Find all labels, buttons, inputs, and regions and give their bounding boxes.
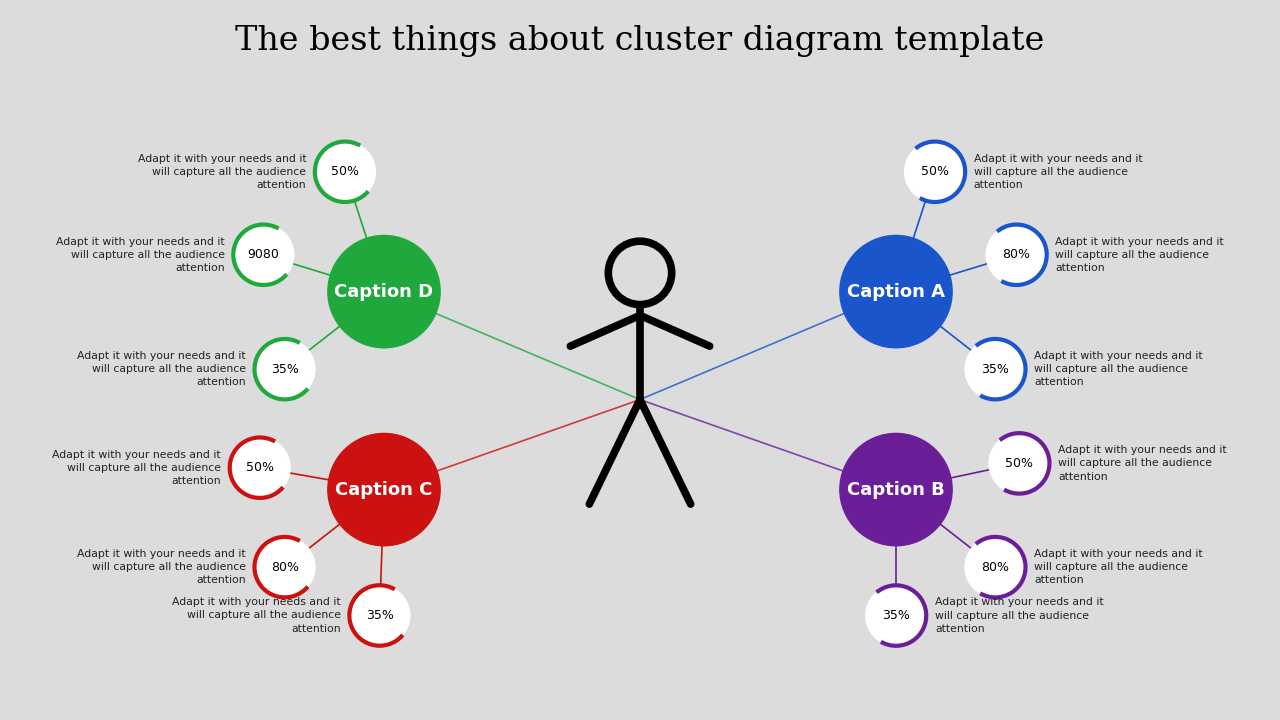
Text: 35%: 35% bbox=[882, 609, 910, 622]
Circle shape bbox=[840, 235, 952, 348]
Text: Adapt it with your needs and it
will capture all the audience
attention: Adapt it with your needs and it will cap… bbox=[974, 153, 1143, 190]
Text: 35%: 35% bbox=[366, 609, 393, 622]
Circle shape bbox=[965, 339, 1025, 400]
Text: 80%: 80% bbox=[1002, 248, 1030, 261]
Circle shape bbox=[233, 225, 293, 285]
Text: 50%: 50% bbox=[246, 462, 274, 474]
Text: Caption D: Caption D bbox=[334, 283, 434, 301]
Circle shape bbox=[328, 433, 440, 546]
Text: 80%: 80% bbox=[271, 561, 298, 574]
Circle shape bbox=[987, 225, 1047, 285]
Circle shape bbox=[965, 537, 1025, 598]
Text: 9080: 9080 bbox=[247, 248, 279, 261]
Text: Adapt it with your needs and it
will capture all the audience
attention: Adapt it with your needs and it will cap… bbox=[172, 598, 340, 634]
Text: Adapt it with your needs and it
will capture all the audience
attention: Adapt it with your needs and it will cap… bbox=[934, 598, 1103, 634]
Text: 35%: 35% bbox=[271, 363, 298, 376]
Text: Adapt it with your needs and it
will capture all the audience
attention: Adapt it with your needs and it will cap… bbox=[77, 351, 246, 387]
Text: 50%: 50% bbox=[332, 166, 360, 179]
Text: The best things about cluster diagram template: The best things about cluster diagram te… bbox=[236, 25, 1044, 58]
Text: Adapt it with your needs and it
will capture all the audience
attention: Adapt it with your needs and it will cap… bbox=[1034, 549, 1203, 585]
Circle shape bbox=[315, 142, 375, 202]
Text: 50%: 50% bbox=[920, 166, 948, 179]
Circle shape bbox=[865, 585, 927, 646]
Text: Adapt it with your needs and it
will capture all the audience
attention: Adapt it with your needs and it will cap… bbox=[56, 237, 225, 273]
Text: Adapt it with your needs and it
will capture all the audience
attention: Adapt it with your needs and it will cap… bbox=[1055, 237, 1224, 273]
Circle shape bbox=[255, 537, 315, 598]
Text: Caption C: Caption C bbox=[335, 480, 433, 498]
Circle shape bbox=[255, 339, 315, 400]
Text: Adapt it with your needs and it
will capture all the audience
attention: Adapt it with your needs and it will cap… bbox=[52, 449, 221, 486]
Circle shape bbox=[229, 438, 291, 498]
Text: Adapt it with your needs and it
will capture all the audience
attention: Adapt it with your needs and it will cap… bbox=[77, 549, 246, 585]
Text: Adapt it with your needs and it
will capture all the audience
attention: Adapt it with your needs and it will cap… bbox=[1034, 351, 1203, 387]
Text: 80%: 80% bbox=[982, 561, 1009, 574]
Text: Caption B: Caption B bbox=[847, 480, 945, 498]
Circle shape bbox=[840, 433, 952, 546]
Circle shape bbox=[989, 433, 1050, 494]
Circle shape bbox=[328, 235, 440, 348]
Text: Adapt it with your needs and it
will capture all the audience
attention: Adapt it with your needs and it will cap… bbox=[137, 153, 306, 190]
Circle shape bbox=[349, 585, 410, 646]
Text: 35%: 35% bbox=[982, 363, 1009, 376]
Text: Caption A: Caption A bbox=[847, 283, 945, 301]
Circle shape bbox=[905, 142, 965, 202]
Text: Adapt it with your needs and it
will capture all the audience
attention: Adapt it with your needs and it will cap… bbox=[1059, 445, 1226, 482]
Text: 50%: 50% bbox=[1005, 457, 1033, 470]
